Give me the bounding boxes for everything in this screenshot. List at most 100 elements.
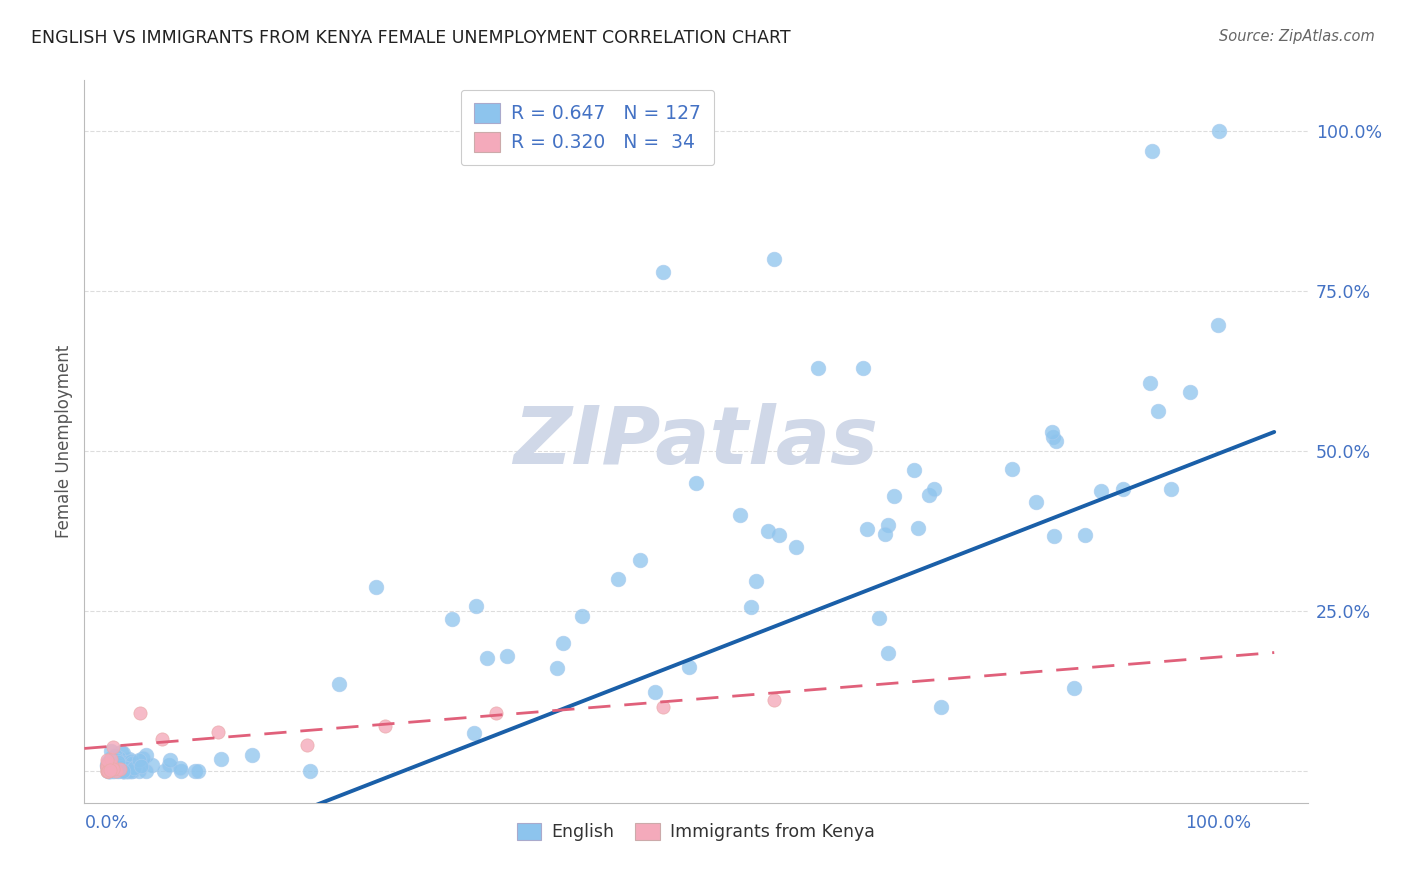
- Point: [651, 699, 673, 714]
- Point: [96, 764, 118, 778]
- Point: [96, 759, 118, 773]
- Point: [1040, 425, 1063, 439]
- Point: [440, 612, 463, 626]
- Point: [240, 747, 263, 762]
- Point: [1140, 144, 1163, 158]
- Point: [105, 751, 128, 765]
- Point: [98, 763, 121, 777]
- Point: [644, 685, 666, 699]
- Point: [128, 764, 150, 778]
- Point: [852, 361, 875, 376]
- Point: [571, 608, 593, 623]
- Point: [112, 764, 135, 778]
- Point: [135, 764, 157, 778]
- Point: [104, 760, 127, 774]
- Point: [121, 764, 143, 778]
- Point: [97, 764, 120, 778]
- Point: [128, 753, 150, 767]
- Point: [115, 764, 138, 778]
- Point: [98, 764, 121, 778]
- Point: [1074, 527, 1097, 541]
- Point: [876, 646, 898, 660]
- Point: [112, 764, 135, 778]
- Point: [118, 759, 141, 773]
- Point: [485, 706, 508, 721]
- Point: [100, 751, 122, 765]
- Point: [100, 756, 122, 771]
- Text: ENGLISH VS IMMIGRANTS FROM KENYA FEMALE UNEMPLOYMENT CORRELATION CHART: ENGLISH VS IMMIGRANTS FROM KENYA FEMALE …: [31, 29, 790, 46]
- Point: [364, 580, 387, 594]
- Point: [107, 756, 129, 770]
- Point: [917, 488, 939, 502]
- Point: [97, 764, 120, 778]
- Point: [108, 757, 131, 772]
- Point: [97, 764, 120, 778]
- Point: [112, 759, 135, 773]
- Point: [98, 764, 121, 778]
- Point: [131, 751, 153, 765]
- Point: [97, 764, 120, 778]
- Point: [678, 660, 700, 674]
- Point: [929, 699, 952, 714]
- Point: [105, 757, 128, 772]
- Point: [120, 764, 142, 778]
- Point: [209, 752, 232, 766]
- Point: [922, 483, 945, 497]
- Point: [135, 747, 157, 762]
- Point: [1208, 124, 1230, 138]
- Point: [101, 756, 124, 770]
- Point: [1042, 430, 1064, 444]
- Point: [110, 745, 132, 759]
- Point: [112, 759, 135, 773]
- Point: [496, 648, 519, 663]
- Point: [628, 553, 651, 567]
- Point: [97, 764, 120, 778]
- Point: [117, 764, 139, 778]
- Point: [807, 361, 830, 376]
- Point: [756, 524, 779, 538]
- Point: [97, 764, 120, 778]
- Legend: English, Immigrants from Kenya: English, Immigrants from Kenya: [510, 815, 882, 848]
- Point: [129, 759, 152, 773]
- Point: [120, 758, 142, 772]
- Point: [111, 764, 134, 778]
- Point: [96, 759, 118, 773]
- Point: [120, 764, 142, 778]
- Point: [186, 764, 208, 778]
- Point: [108, 762, 131, 776]
- Point: [463, 725, 485, 739]
- Point: [98, 763, 121, 777]
- Point: [1025, 495, 1047, 509]
- Point: [868, 610, 890, 624]
- Point: [159, 753, 181, 767]
- Point: [685, 476, 707, 491]
- Point: [876, 518, 898, 533]
- Point: [101, 756, 124, 771]
- Point: [1063, 681, 1085, 695]
- Point: [1112, 482, 1135, 496]
- Point: [108, 764, 131, 778]
- Point: [903, 463, 925, 477]
- Point: [96, 758, 118, 772]
- Point: [762, 252, 785, 267]
- Point: [112, 764, 135, 778]
- Point: [112, 764, 135, 778]
- Point: [96, 756, 118, 771]
- Point: [475, 651, 498, 665]
- Point: [153, 764, 176, 778]
- Point: [298, 764, 321, 778]
- Point: [97, 757, 120, 772]
- Point: [184, 764, 207, 778]
- Point: [1206, 318, 1229, 332]
- Text: Source: ZipAtlas.com: Source: ZipAtlas.com: [1219, 29, 1375, 44]
- Point: [115, 761, 138, 775]
- Point: [100, 744, 122, 758]
- Point: [907, 521, 929, 535]
- Point: [110, 757, 132, 772]
- Point: [159, 758, 181, 772]
- Point: [112, 747, 135, 761]
- Point: [107, 753, 129, 767]
- Point: [873, 527, 896, 541]
- Point: [96, 753, 118, 767]
- Point: [118, 752, 141, 766]
